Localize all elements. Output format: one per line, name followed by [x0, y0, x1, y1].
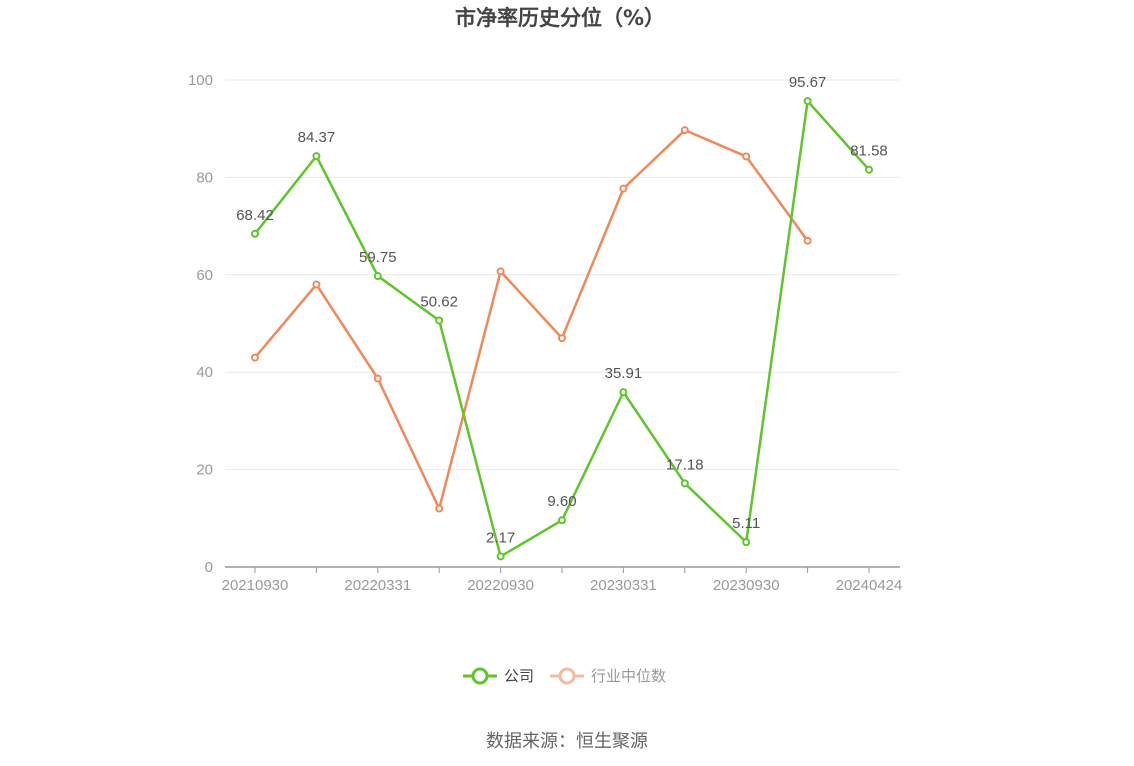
point-industry-median-20231231: [803, 236, 812, 245]
data-label-company-20230930: 5.11: [732, 515, 760, 532]
point-company-20220630: [435, 316, 444, 325]
point-company-20240424: [865, 165, 873, 174]
data-label-company-20220930: 2.17: [486, 529, 515, 546]
x-tick-label-20230331: 20230331: [590, 577, 657, 594]
legend-company-label: 公司: [504, 667, 534, 685]
data-label-company-20221231: 9.60: [547, 493, 576, 510]
series-layer: [251, 97, 873, 561]
series-line-industry-median: [254, 128, 809, 510]
legend-item-company[interactable]: 公司: [463, 667, 534, 685]
y-tick-label-100: 100: [188, 72, 213, 89]
data-label-company-20230630: 17.18: [666, 456, 704, 473]
point-company-20231231: [803, 97, 812, 106]
data-label-company-20210930: 68.42: [236, 207, 274, 224]
legend-item-industry-median[interactable]: 行业中位数: [550, 667, 666, 685]
data-label-company-20220331: 59.75: [359, 249, 397, 266]
point-industry-median-20211231: [312, 280, 321, 289]
legend[interactable]: 公司 行业中位数: [463, 667, 666, 685]
point-industry-median-20220630: [435, 504, 444, 513]
point-industry-median-20230331: [619, 184, 628, 193]
legend-industry-marker: [558, 667, 576, 685]
data-label-company-20211231: 84.37: [298, 129, 336, 146]
y-axis-ticks: 0 20 40 60 80 100: [188, 72, 213, 576]
point-industry-median-20220331: [373, 374, 382, 383]
x-tick-label-20210930: 20210930: [222, 577, 289, 594]
series-line-company: [254, 99, 870, 558]
x-axis-ticks: 20210930 20220331 20220930 20230331 20230930…: [222, 567, 903, 594]
y-tick-label-60: 60: [196, 267, 213, 284]
legend-industry-label: 行业中位数: [591, 667, 666, 685]
point-company-20210930: [251, 229, 259, 238]
point-company-20230331: [619, 388, 628, 397]
point-industry-median-20230930: [742, 152, 751, 161]
data-label-company-20231231: 95.67: [789, 74, 827, 91]
point-industry-median-20221231: [558, 334, 566, 343]
y-tick-label-40: 40: [196, 364, 213, 381]
point-industry-median-20220930: [496, 267, 505, 276]
y-tick-label-80: 80: [196, 169, 213, 186]
point-company-20221231: [558, 516, 566, 525]
chart-title: 市净率历史分位（%）: [455, 6, 665, 30]
point-company-20230930: [742, 538, 751, 547]
data-label-company-20230331: 35.91: [605, 365, 643, 382]
point-company-20211231: [312, 152, 321, 161]
data-labels: 68.42 84.37 59.75 50.62 2.17 9.60 35.91 17.18 5.…: [236, 74, 888, 546]
y-tick-label-20: 20: [196, 462, 213, 479]
x-tick-label-20230930: 20230930: [713, 577, 780, 594]
point-industry-median-20230630: [680, 126, 689, 135]
point-company-20230630: [680, 479, 689, 488]
x-tick-label-20220331: 20220331: [344, 577, 411, 594]
y-tick-label-0: 0: [205, 559, 213, 576]
point-industry-median-20210930: [251, 353, 259, 362]
data-label-company-20240424: 81.58: [850, 143, 888, 160]
grid-lines: [225, 79, 900, 471]
x-tick-label-20220930: 20220930: [467, 577, 534, 594]
data-label-company-20220630: 50.62: [420, 293, 458, 310]
point-company-20220331: [373, 272, 382, 281]
legend-company-marker: [471, 667, 489, 685]
x-tick-label-20240424: 20240424: [836, 577, 903, 594]
data-source: 数据来源：恒生聚源: [486, 731, 648, 752]
point-company-20220930: [496, 552, 505, 561]
